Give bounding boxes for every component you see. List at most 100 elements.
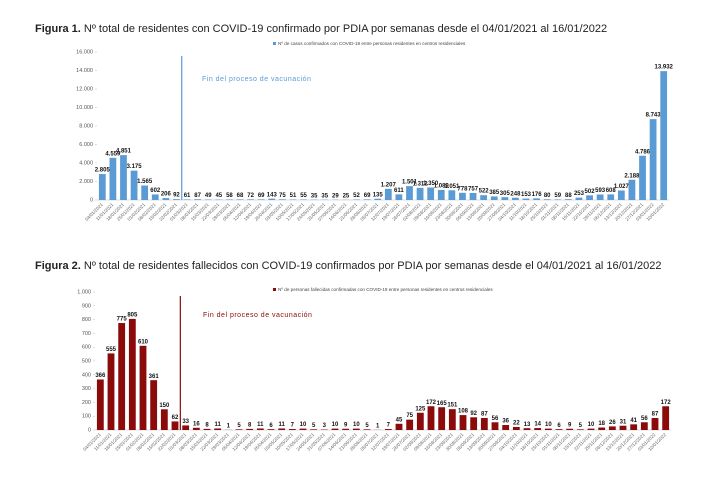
- value-label: 1.501: [402, 180, 418, 186]
- value-label: 3.175: [127, 164, 143, 170]
- bar: [171, 421, 179, 430]
- value-label: 75: [279, 193, 286, 199]
- bar: [406, 186, 413, 200]
- value-label: 45: [215, 193, 222, 199]
- value-label: 55: [300, 193, 307, 199]
- bar: [587, 428, 595, 430]
- value-label: 75: [406, 413, 413, 419]
- value-label: 176: [532, 192, 543, 198]
- value-label: 11: [278, 422, 285, 428]
- bar: [118, 323, 126, 430]
- value-label: 1.350: [423, 181, 439, 187]
- value-label: 5: [237, 423, 241, 429]
- bar: [236, 199, 244, 200]
- bar: [139, 345, 147, 430]
- bar: [598, 427, 606, 430]
- bar: [384, 429, 392, 430]
- bar: [384, 188, 392, 200]
- value-label: 2.805: [95, 168, 111, 174]
- value-label: 18: [598, 421, 605, 427]
- bar: [226, 199, 233, 200]
- bar: [448, 409, 456, 430]
- value-label: 151: [447, 403, 458, 409]
- bar: [107, 353, 115, 430]
- figure-label: Figura 1.: [35, 23, 81, 35]
- y-tick-label: 1.000: [77, 289, 91, 295]
- bar: [128, 318, 136, 430]
- value-label: 1: [227, 423, 231, 429]
- value-label: 1: [376, 423, 380, 429]
- value-label: 10: [300, 422, 307, 428]
- bar: [416, 412, 424, 430]
- bar: [342, 428, 350, 430]
- value-label: 6: [269, 423, 273, 429]
- bar: [182, 425, 190, 430]
- value-label: 610: [138, 339, 149, 345]
- value-label: 29: [332, 193, 339, 199]
- value-label: 62: [172, 415, 179, 421]
- bar: [257, 199, 265, 200]
- value-label: 4.851: [116, 149, 132, 155]
- y-tick-label: 600: [82, 345, 91, 351]
- bar: [651, 417, 659, 430]
- bar: [470, 417, 478, 430]
- bar: [192, 427, 200, 430]
- value-label: 9: [344, 422, 348, 428]
- value-label: 305: [500, 191, 511, 197]
- bar: [607, 194, 615, 200]
- value-label: 59: [554, 193, 561, 199]
- bar: [480, 195, 488, 200]
- bar: [533, 198, 540, 200]
- bar: [268, 198, 276, 200]
- bar: [363, 199, 371, 200]
- bar: [406, 419, 414, 430]
- bar: [427, 187, 435, 200]
- bar: [608, 426, 616, 430]
- value-label: 143: [267, 192, 278, 198]
- bar: [555, 429, 563, 430]
- value-label: 1.312: [413, 181, 429, 187]
- bar: [214, 428, 222, 430]
- bar: [662, 406, 670, 430]
- chart-title: Figura 1. Nº total de residentes con COV…: [35, 23, 607, 35]
- value-label: 153: [521, 192, 532, 198]
- value-label: 522: [479, 189, 490, 195]
- value-label: 52: [353, 193, 360, 199]
- value-label: 58: [226, 193, 233, 199]
- value-label: 26: [609, 420, 616, 426]
- value-label: 11: [257, 422, 264, 428]
- bar: [160, 409, 168, 430]
- bar: [586, 195, 593, 200]
- value-label: 10: [353, 422, 360, 428]
- value-label: 3: [323, 423, 327, 429]
- bar: [523, 428, 531, 430]
- value-label: 593: [595, 188, 606, 194]
- y-tick-label: 400: [82, 372, 91, 378]
- bar: [554, 199, 562, 200]
- value-label: 56: [641, 416, 648, 422]
- bar: [352, 428, 360, 430]
- value-label: 87: [194, 193, 201, 199]
- value-label: 8: [248, 422, 252, 428]
- value-label: 4.559: [105, 151, 121, 157]
- figure-label: Figura 2.: [35, 260, 81, 272]
- bar: [183, 199, 191, 200]
- value-label: 1.051: [444, 184, 460, 190]
- value-label: 602: [150, 188, 161, 194]
- bar: [109, 157, 117, 200]
- bar: [310, 429, 318, 430]
- bar: [288, 429, 296, 430]
- value-label: 555: [106, 347, 117, 353]
- bar: [490, 196, 498, 200]
- bar: [278, 199, 286, 200]
- bar: [141, 185, 149, 200]
- bar: [649, 119, 657, 200]
- value-label: 253: [574, 191, 585, 197]
- value-label: 248: [510, 191, 521, 197]
- bar: [194, 199, 202, 200]
- bar: [564, 199, 572, 200]
- value-label: 87: [481, 412, 488, 418]
- bar: [300, 199, 307, 200]
- bar: [469, 192, 477, 200]
